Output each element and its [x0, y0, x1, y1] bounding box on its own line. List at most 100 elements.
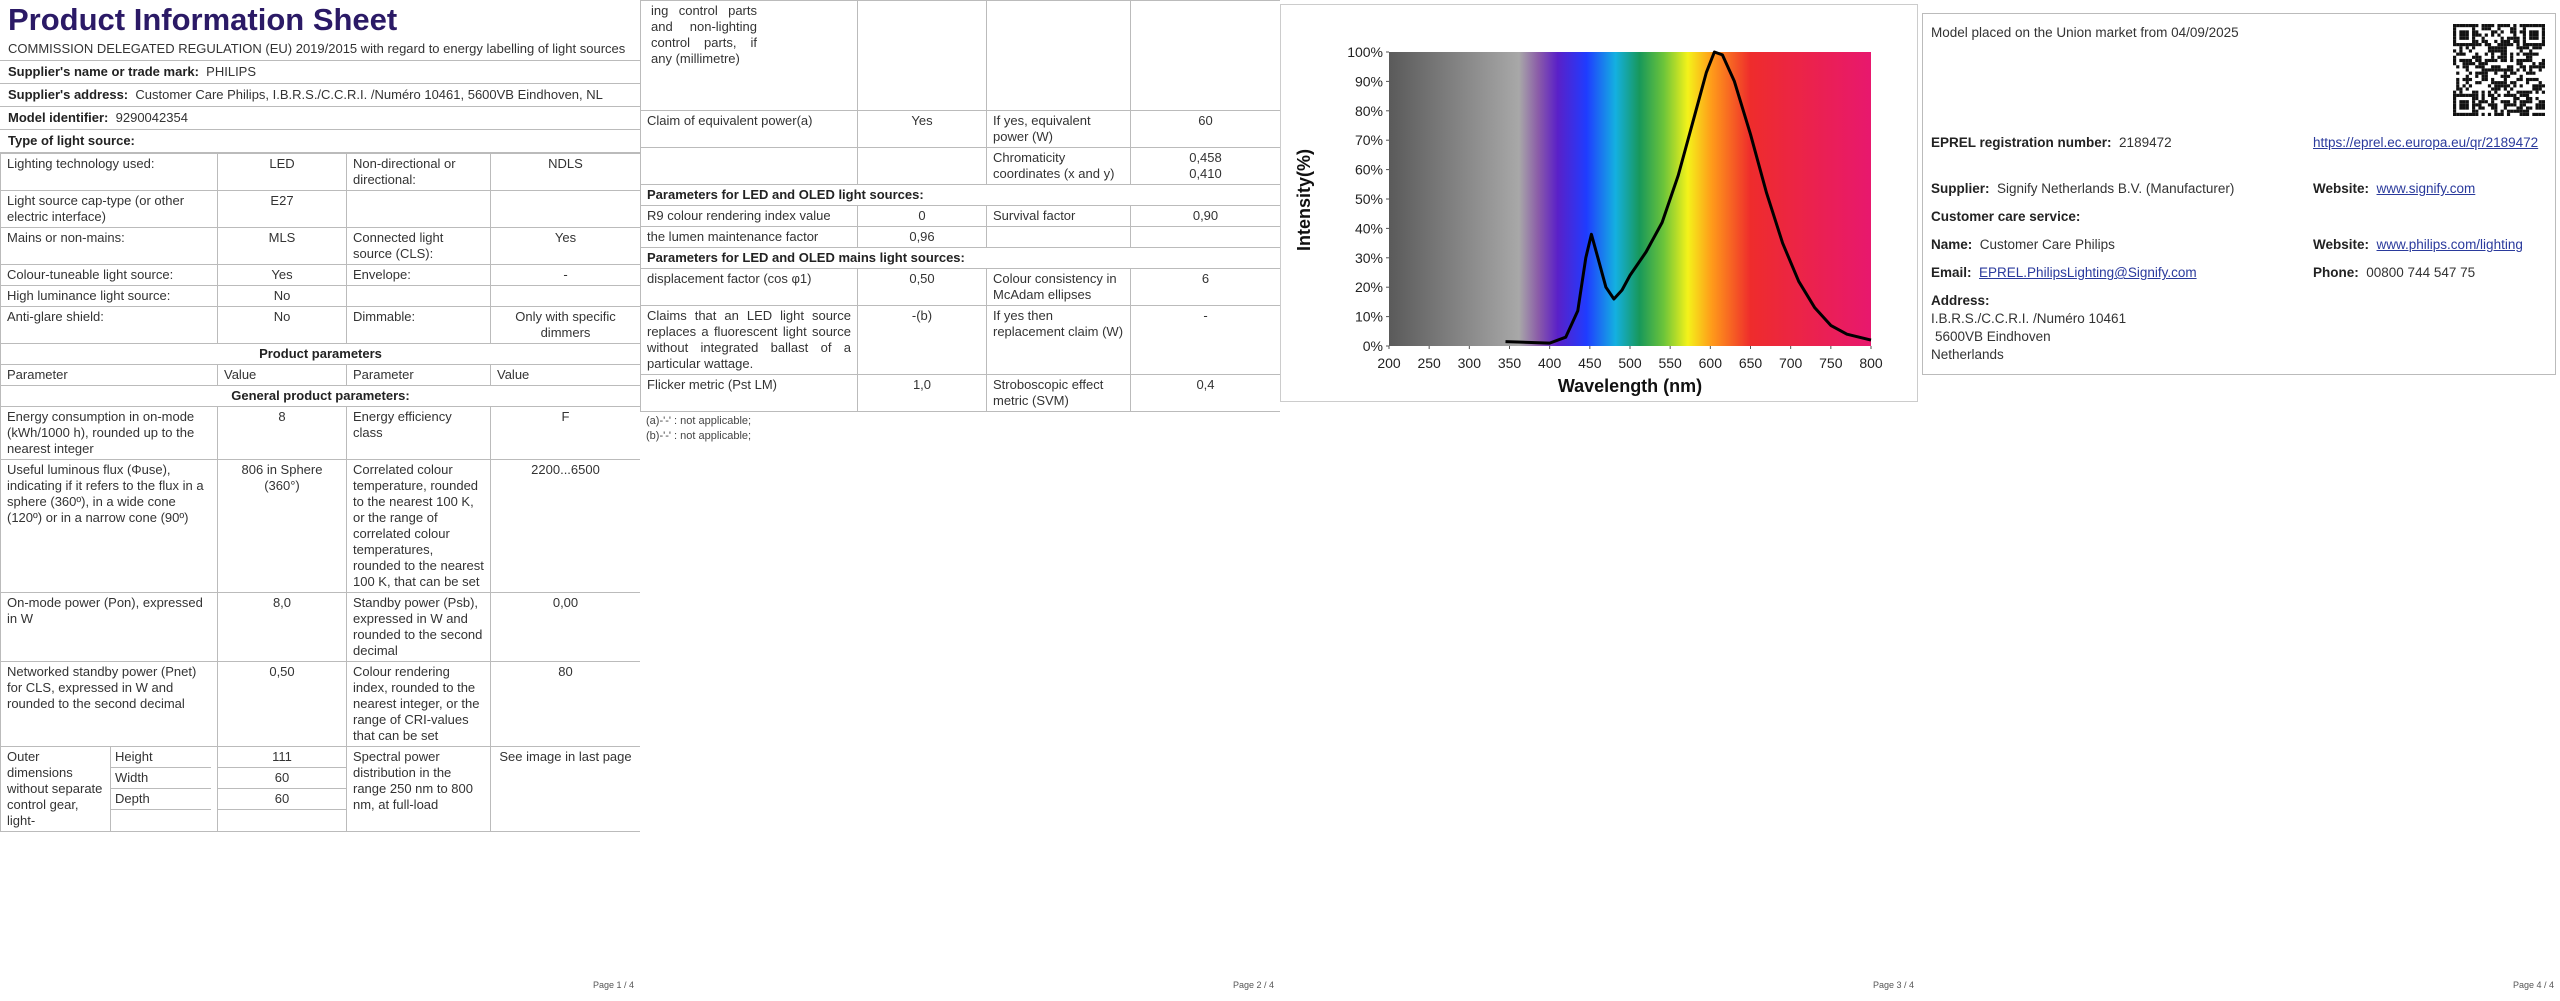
y-tick-label: 100%: [1347, 44, 1383, 60]
qr-module: [2472, 93, 2476, 97]
qr-module: [2456, 71, 2460, 75]
page-1: Product Information Sheet COMMISSION DEL…: [0, 0, 640, 1001]
qr-module: [2538, 62, 2542, 66]
qr-module: [2487, 68, 2492, 72]
qr-module: [2529, 43, 2533, 47]
chromaticity-value: 0,410: [1189, 166, 1222, 181]
qr-module: [2529, 65, 2533, 69]
qr-module: [2525, 24, 2530, 28]
qr-module: [2532, 65, 2536, 69]
link[interactable]: www.philips.com/lighting: [2376, 237, 2523, 252]
table-cell: Parameter: [346, 364, 491, 386]
table-cell: 6: [1130, 268, 1280, 306]
qr-module: [2468, 49, 2473, 53]
table-cell: Parameters for LED and OLED mains light …: [640, 247, 1280, 269]
qr-module: [2525, 100, 2530, 104]
x-tick-label: 500: [1618, 355, 1642, 371]
table-cell: Yes: [217, 264, 347, 286]
qr-module: [2459, 103, 2463, 107]
qr-module: [2497, 65, 2501, 69]
qr-module: [2541, 84, 2545, 88]
qr-module: [2465, 62, 2469, 66]
link[interactable]: www.signify.com: [2376, 181, 2476, 196]
qr-module: [2529, 96, 2533, 101]
qr-module: [2519, 93, 2523, 97]
qr-module: [2484, 100, 2488, 104]
qr-module: [2491, 77, 2495, 82]
table-cell: Spectral power distribution in the range…: [346, 746, 491, 832]
qr-module: [2519, 58, 2523, 63]
spectrum-line: [1505, 50, 1872, 345]
y-axis-label: Intensity(%): [1294, 149, 1314, 251]
qr-module: [2513, 81, 2517, 85]
qr-module: [2503, 58, 2507, 63]
qr-module: [2484, 74, 2488, 78]
qr-module: [2510, 109, 2514, 113]
qr-module: [2529, 33, 2533, 37]
qr-module: [2497, 33, 2501, 37]
qr-module: [2453, 24, 2457, 28]
table-row: Colour-tuneable light source: Yes Envelope…: [0, 264, 640, 286]
table-row: Chromaticity coordinates (x and y) 0,458 0…: [640, 147, 1280, 185]
qr-module: [2506, 90, 2511, 94]
qr-module: [2541, 90, 2545, 94]
qr-module: [2535, 46, 2539, 50]
table-cell: 0,96: [857, 226, 987, 248]
qr-module: [2529, 24, 2533, 28]
qr-module: [2465, 77, 2469, 82]
qr-module: [2522, 93, 2526, 97]
qr-module: [2525, 81, 2530, 85]
eprel-link[interactable]: https://eprel.ec.europa.eu/qr/2189472: [2313, 135, 2539, 150]
table-cell: [857, 147, 987, 185]
qr-module: [2459, 46, 2463, 50]
y-tick-label: 70%: [1355, 132, 1383, 148]
table-cell: [1130, 226, 1280, 248]
qr-module: [2475, 71, 2479, 75]
table-cell: No: [217, 306, 347, 344]
qr-module: [2491, 103, 2495, 107]
qr-module: [2465, 100, 2469, 104]
qr-module: [2529, 90, 2533, 94]
qr-module: [2494, 71, 2498, 75]
y-tick-label: 60%: [1355, 162, 1383, 178]
link[interactable]: EPREL.PhilipsLighting@Signify.com: [1979, 265, 2197, 280]
table-cell: 0: [857, 205, 987, 227]
qr-module: [2494, 30, 2498, 34]
qr-module: [2503, 106, 2507, 110]
qr-module: [2532, 33, 2536, 37]
qr-module: [2538, 43, 2542, 47]
eprel: EPREL registration number: 2189472: [1931, 134, 2172, 152]
qr-module: [2510, 81, 2514, 85]
table-row: Mains or non-mains: MLS Connected light so…: [0, 227, 640, 265]
qr-module: [2472, 24, 2476, 28]
qr-module: [2519, 90, 2523, 94]
table-cell: Outer dimensions without separate contro…: [0, 746, 218, 832]
qr-module: [2478, 62, 2482, 66]
label: Address:: [1931, 293, 1990, 308]
table-cell: 80: [490, 661, 640, 747]
label: Supplier's address:: [8, 87, 129, 102]
qr-module: [2456, 65, 2460, 69]
qr-module: [2475, 43, 2479, 47]
qr-module: [2468, 62, 2473, 66]
qr-module: [2525, 52, 2530, 56]
qr-module: [2487, 24, 2492, 28]
qr-module: [2468, 112, 2473, 116]
qr-module: [2481, 74, 2485, 78]
qr-module: [2484, 43, 2488, 47]
table-row: General product parameters:: [0, 385, 640, 407]
qr-module: [2510, 58, 2514, 63]
table-cell: Claims that an LED light source replaces…: [640, 305, 858, 375]
qr-module: [2519, 109, 2523, 113]
address-line: 5600VB Eindhoven: [1935, 329, 2051, 344]
type-heading: Type of light source:: [0, 130, 640, 153]
qr-module: [2516, 36, 2520, 40]
qr-module: [2459, 87, 2463, 91]
qr-module: [2535, 43, 2539, 47]
phone: Phone: 00800 744 547 75: [2313, 264, 2475, 282]
x-tick-label: 650: [1739, 355, 1763, 371]
qr-module: [2472, 112, 2476, 116]
qr-module: [2532, 46, 2536, 50]
qr-module: [2535, 52, 2539, 56]
table-row: Lighting technology used: LED Non-directio…: [0, 153, 640, 191]
